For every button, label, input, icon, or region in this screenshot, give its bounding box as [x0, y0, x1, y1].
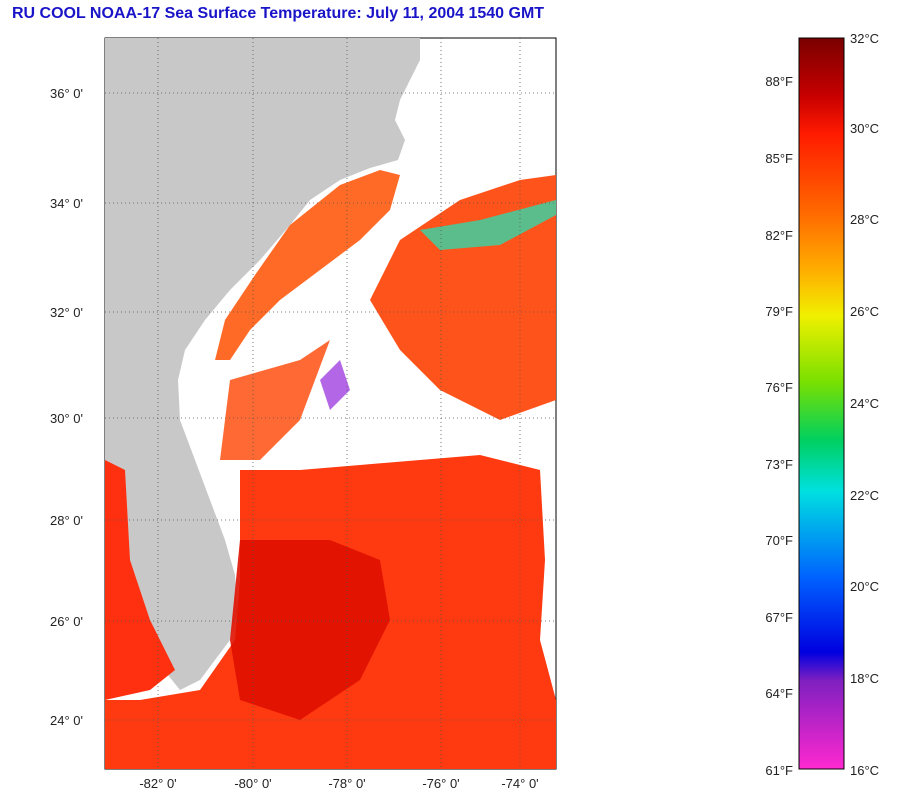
fahrenheit-label-88: 88°F [765, 74, 793, 89]
colorbar-gradient [798, 37, 845, 770]
lat-label-28: 28° 0' [50, 513, 83, 528]
celsius-label-26: 26°C [850, 304, 879, 319]
fahrenheit-label-73: 73°F [765, 457, 793, 472]
sst-west-patch [105, 460, 175, 700]
lat-label-32: 32° 0' [50, 305, 83, 320]
fahrenheit-label-82: 82°F [765, 228, 793, 243]
fahrenheit-label-67: 67°F [765, 610, 793, 625]
sst-ocean-mid [220, 340, 330, 460]
lat-label-36: 36° 0' [50, 86, 83, 101]
fahrenheit-label-61: 61°F [765, 763, 793, 778]
fahrenheit-label-70: 70°F [765, 533, 793, 548]
lon-label-74: -74° 0' [501, 776, 538, 791]
lat-label-30: 30° 0' [50, 411, 83, 426]
celsius-label-30: 30°C [850, 121, 879, 136]
sst-coastal-band [215, 170, 400, 360]
colorbar: 32°C 30°C 28°C 26°C 24°C 22°C 20°C 18°C … [765, 31, 879, 778]
celsius-label-24: 24°C [850, 396, 879, 411]
map-title: RU COOL NOAA-17 Sea Surface Temperature:… [12, 5, 545, 22]
fahrenheit-label-64: 64°F [765, 686, 793, 701]
land-mass [105, 38, 420, 690]
celsius-label-20: 20°C [850, 579, 879, 594]
lat-axis: 36° 0' 34° 0' 32° 0' 30° 0' 28° 0' 26° 0… [50, 86, 83, 728]
sst-ocean-deep-red [230, 540, 390, 720]
celsius-label-32: 32°C [850, 31, 879, 46]
sst-cool-streak [420, 200, 556, 250]
lon-label-82: -82° 0' [139, 776, 176, 791]
lon-label-80: -80° 0' [234, 776, 271, 791]
lat-label-26: 26° 0' [50, 614, 83, 629]
lon-axis: -82° 0' -80° 0' -78° 0' -76° 0' -74° 0' [139, 776, 538, 791]
colorbar-celsius-labels: 32°C 30°C 28°C 26°C 24°C 22°C 20°C 18°C … [850, 31, 879, 778]
fahrenheit-label-76: 76°F [765, 380, 793, 395]
celsius-label-28: 28°C [850, 212, 879, 227]
celsius-label-16: 16°C [850, 763, 879, 778]
celsius-label-22: 22°C [850, 488, 879, 503]
celsius-label-18: 18°C [850, 671, 879, 686]
lat-label-34: 34° 0' [50, 196, 83, 211]
lon-label-78: -78° 0' [328, 776, 365, 791]
sst-cool-patch [320, 360, 350, 410]
fahrenheit-label-85: 85°F [765, 151, 793, 166]
fahrenheit-label-79: 79°F [765, 304, 793, 319]
lon-label-76: -76° 0' [422, 776, 459, 791]
map-panel [104, 37, 557, 770]
lat-label-24: 24° 0' [50, 713, 83, 728]
colorbar-fahrenheit-labels: 88°F 85°F 82°F 79°F 76°F 73°F 70°F 67°F … [765, 74, 793, 778]
